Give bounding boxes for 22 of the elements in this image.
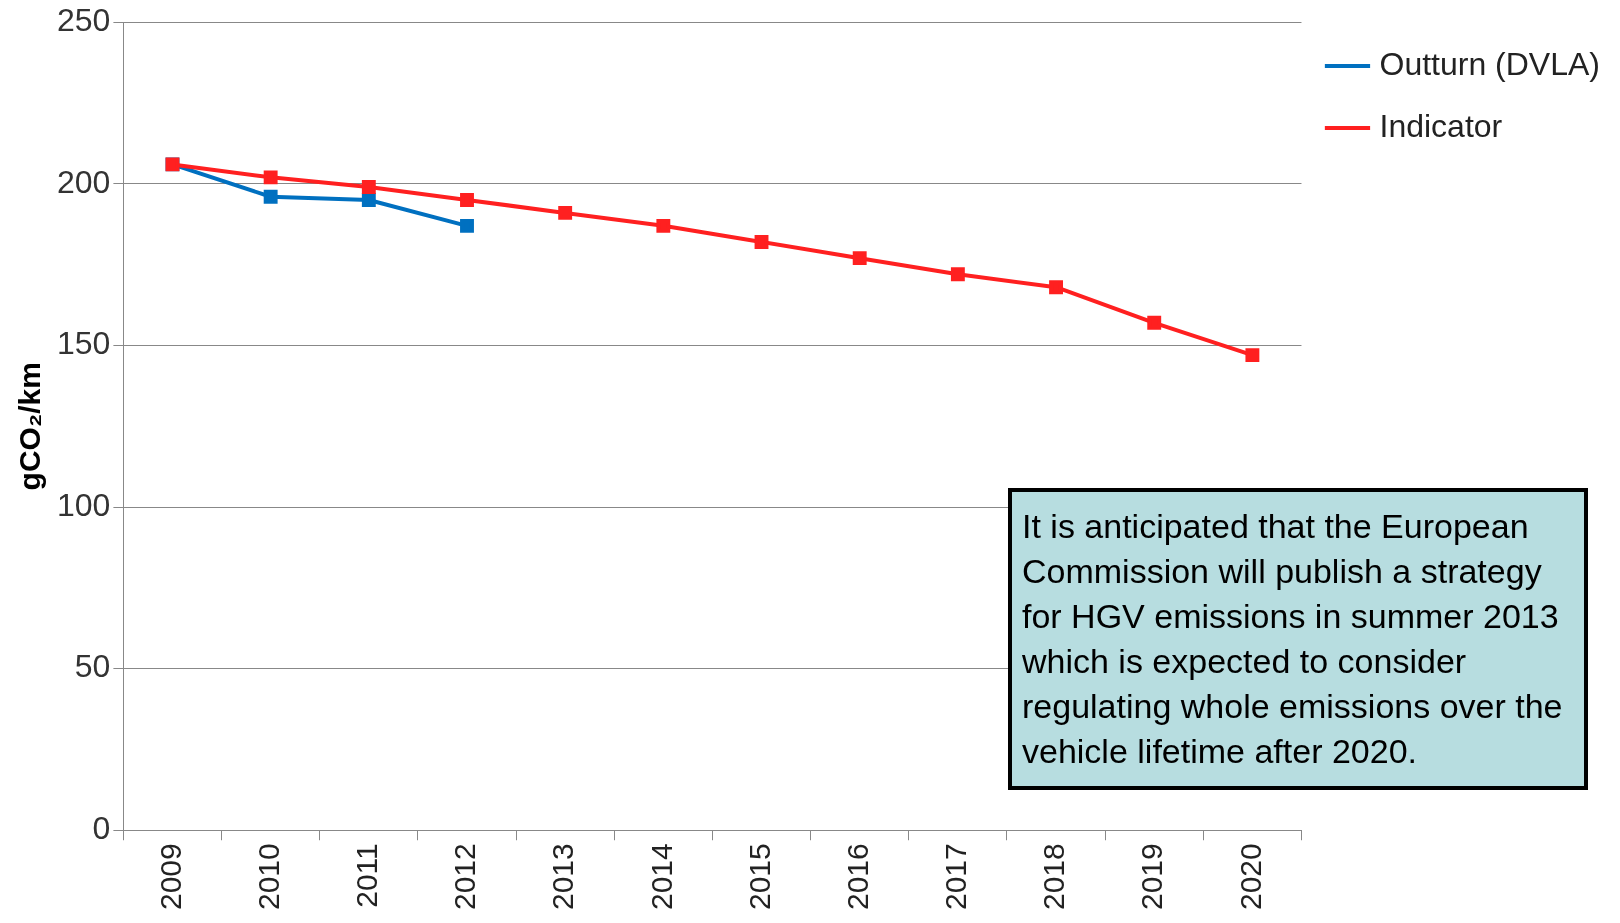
x-tick-label: 2018 [1037, 843, 1071, 911]
x-tick-label: 2014 [644, 843, 678, 911]
y-axis-title: gCO₂/km [13, 362, 47, 491]
annotation: It is anticipated that the European Commission will publish a strategy for HGV emissions in summer 2013 which is expected to consider regulating whole emissions over the vehicle lifetime after 2020. [1008, 488, 1588, 790]
y-tick-label: 150 [57, 325, 111, 362]
x-tick-label: 2015 [742, 843, 776, 911]
y-tick-label: 200 [57, 163, 111, 200]
y-tick-label: 50 [74, 648, 111, 685]
y-tick-label: 100 [57, 486, 111, 523]
x-tick-label: 2012 [448, 843, 482, 911]
y-tick-label: 0 [92, 810, 111, 847]
y-tick-label: 250 [57, 2, 111, 39]
x-tick-label: 2013 [546, 843, 580, 911]
x-tick-label: 2017 [939, 843, 973, 911]
x-tick-label: 2010 [251, 843, 285, 911]
x-tick-label: 2019 [1135, 843, 1169, 911]
x-tick-label: 2009 [153, 843, 187, 911]
legend-label: Indicator [1379, 107, 1503, 144]
x-tick-label: 2020 [1233, 843, 1267, 911]
legend-label: Outturn (DVLA) [1379, 45, 1600, 82]
x-tick-label: 2011 [350, 843, 384, 908]
x-tick-label: 2016 [840, 843, 874, 911]
